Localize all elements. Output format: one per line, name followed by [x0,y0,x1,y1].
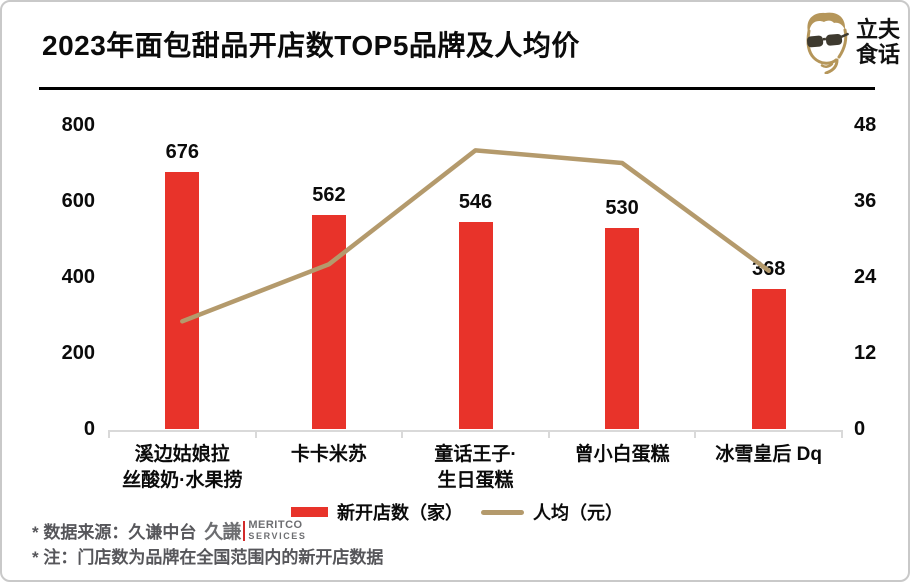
footnote-note: * 注：门店数为品牌在全国范围内的新开店数据 [32,543,383,568]
category-label: 曾小白蛋糕 [574,444,670,465]
legend-label-bars: 新开店数（家） [337,503,463,523]
axis-tick-mark [547,430,550,438]
bar [311,215,346,429]
right-axis-tick-label: 12 [854,342,877,364]
axis-tick-mark [841,430,843,438]
left-axis-tick-label: 400 [61,266,95,288]
footnote-note-text: * 注：门店数为品牌在全国范围内的新开店数据 [32,548,384,567]
axis-tick-mark [108,430,110,438]
meritco-wordmark: MERITCO SERVICES [248,519,307,542]
category-label: 溪边姑娘拉 丝酸奶·水果捞 [122,444,243,491]
meritco-services: SERVICES [248,531,307,541]
footnote-source-text: * 数据来源：久谦中台 [32,523,197,542]
axis-tick-mark [401,430,404,438]
axis-tick-mark [694,430,697,438]
category-label: 卡卡米苏 [290,444,367,465]
brand-name-line2: 食话 [855,42,900,67]
footnotes: * 数据来源：久谦中台 久謙 MERITCO SERVICES * 注：门店数为… [32,518,383,568]
category-label: 童话王子· 生日蛋糕 [434,444,517,491]
right-axis-tick-label: 0 [854,418,866,440]
legend-label-line: 人均（元） [533,503,623,523]
bar-value-label: 562 [312,184,346,207]
bar [458,221,493,429]
bar [165,172,200,429]
bar-value-label: 546 [458,190,493,213]
legend: 新开店数（家） 人均（元） [2,499,908,525]
category-label: 冰雪皇后 Dq [715,444,822,465]
trend-line [180,148,771,324]
left-axis-tick-label: 800 [61,114,95,136]
left-axis-tick-label: 0 [83,418,95,440]
man-with-sunglasses-icon [806,12,849,74]
legend-swatch-bars [291,507,328,517]
legend-item-line: 人均（元） [481,499,623,525]
meritco-divider [243,520,246,541]
left-axis-tick-label: 200 [61,342,95,364]
trend-line-path [180,148,771,324]
x-axis-line [109,430,842,432]
legend-swatch-line [481,509,524,515]
bar [605,227,640,429]
meritco-name: MERITCO [248,519,303,531]
left-axis-tick-label: 600 [61,190,95,212]
meritco-cjk-text: 久謙 [204,522,241,543]
right-axis-tick-label: 36 [854,190,877,212]
title-divider [39,87,875,90]
bar-value-label: 676 [165,141,199,164]
footnote-source: * 数据来源：久谦中台 久謙 MERITCO SERVICES [32,517,383,544]
meritco-logo: 久謙 MERITCO SERVICES [204,517,306,544]
bar [751,289,786,429]
right-axis-tick-label: 24 [854,266,877,288]
axis-tick-mark [254,430,257,438]
brand-name-line1: 立夫 [855,17,900,42]
brand-logo: 立夫 食话 [801,10,900,74]
bar-value-label: 530 [605,196,639,219]
legend-item-bars: 新开店数（家） [291,499,463,525]
right-axis-tick-label: 48 [854,114,877,136]
page-title: 2023年面包甜品开店数TOP5品牌及人均价 [42,30,580,61]
brand-name: 立夫 食话 [856,17,900,67]
